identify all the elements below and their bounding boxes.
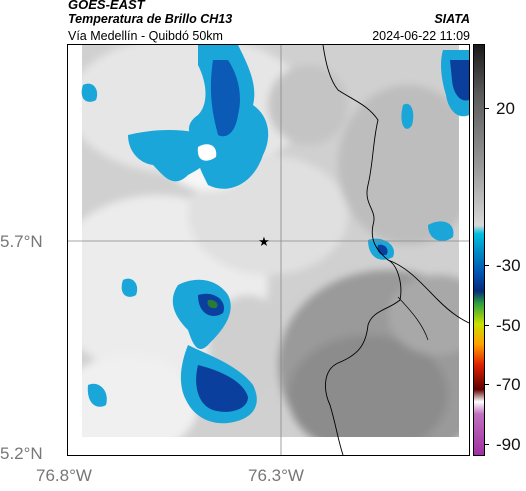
timestamp-label: 2024-06-22 11:09 <box>372 29 470 43</box>
lon-label-76-8: 76.8°W <box>36 466 92 485</box>
department-border-east <box>387 259 469 324</box>
lat-label-5-2: 5.2°N <box>0 444 43 463</box>
colorbar-mark <box>485 108 489 109</box>
agency-label: SIATA <box>434 12 470 26</box>
satellite-map[interactable]: ★ <box>67 44 470 456</box>
department-border <box>322 45 402 455</box>
lon-label-76-3: 76.3°W <box>248 466 304 485</box>
route-label: Vía Medellín - Quibdó 50km <box>68 29 223 43</box>
colorbar-mark <box>485 325 489 326</box>
satellite-image: ★ <box>68 45 469 455</box>
department-border-branch <box>397 296 429 341</box>
colorbar-mark <box>485 444 489 445</box>
colorbar-tick-minus-90: -90 <box>496 435 521 454</box>
star-icon[interactable]: ★ <box>258 235 270 250</box>
product-title: GOES-EAST <box>68 0 145 12</box>
colorbar-tick-minus-70: -70 <box>496 375 521 394</box>
temperature-colorbar <box>473 44 485 456</box>
colorbar-tick-minus-50: -50 <box>496 316 521 335</box>
lat-label-5-7: 5.7°N <box>0 232 43 251</box>
colorbar-mark <box>485 384 489 385</box>
cold-cloud-tops <box>81 45 469 424</box>
colorbar-tick-minus-30: -30 <box>496 256 521 275</box>
colorbar-mark <box>485 265 489 266</box>
product-subtitle: Temperatura de Brillo CH13 <box>68 12 233 26</box>
colorbar-tick-20: 20 <box>496 99 515 118</box>
